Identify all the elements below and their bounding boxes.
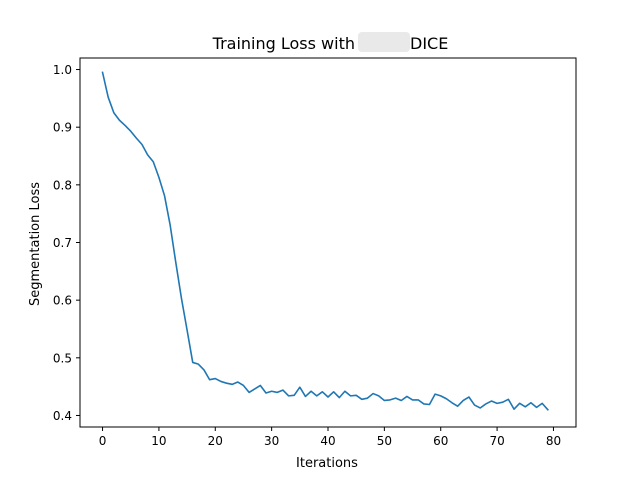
- series-line-0: [101, 71, 549, 411]
- redaction-mark: [358, 32, 410, 52]
- x-tick-label: 20: [208, 434, 223, 448]
- axes: 0 10 20 30 40 50 60 70 80 0.4 0.5 0.6 0.7 0.8 0.9 1.0: [53, 57, 577, 448]
- y-tick-label: 0.8: [53, 178, 72, 192]
- y-tick-label: 1.0: [53, 63, 72, 77]
- y-tick-label: 0.6: [53, 294, 72, 308]
- x-tick-label: 10: [151, 434, 166, 448]
- y-tick-label: 0.5: [53, 351, 72, 365]
- y-tick-label: 0.4: [53, 409, 72, 423]
- x-tick-label: 30: [264, 434, 279, 448]
- x-tick-label: 50: [377, 434, 392, 448]
- x-axis-label: Iterations: [296, 456, 358, 471]
- x-tick-label: 0: [99, 434, 107, 448]
- y-tick-label: 0.7: [53, 236, 72, 250]
- y-axis-label: Segmentation Loss: [28, 182, 43, 306]
- x-tick-label: 60: [433, 434, 448, 448]
- x-tick-label: 40: [320, 434, 335, 448]
- plot-frame: [79, 57, 577, 428]
- chart-title-before-redaction: Training Loss with: [212, 34, 355, 53]
- x-tick-label: 80: [546, 434, 561, 448]
- x-tick-label: 70: [489, 434, 504, 448]
- chart-title: Training Loss with DICE: [212, 32, 448, 53]
- chart-title-after-redaction: DICE: [410, 34, 448, 53]
- y-tick-label: 0.9: [53, 121, 72, 135]
